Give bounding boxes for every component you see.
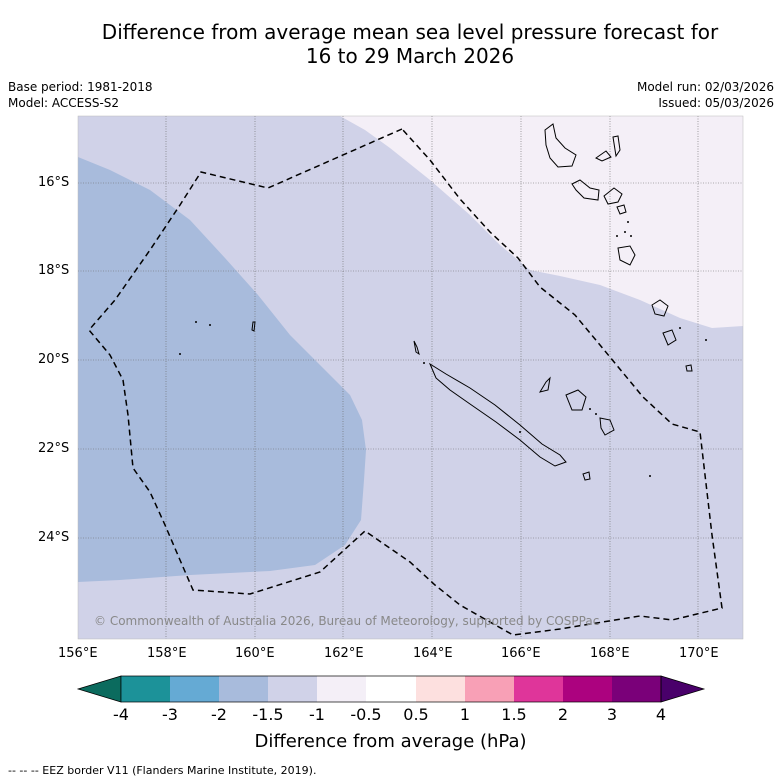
model-run: Model run: 02/03/2026 — [636, 80, 774, 94]
colorbar-segment — [366, 676, 416, 702]
copyright-note: © Commonwealth of Australia 2026, Bureau… — [94, 614, 600, 628]
base-period: Base period: 1981-2018 — [8, 80, 153, 94]
colorbar-label: 0.5 — [403, 705, 429, 724]
anomaly-band-light — [340, 116, 743, 328]
colorbar-label: 1.5 — [501, 705, 527, 724]
colorbar-segment — [317, 676, 366, 702]
issued-date: Issued: 05/03/2026 — [658, 96, 774, 110]
colorbar-label: -0.5 — [350, 705, 382, 724]
lon-tick: 162°E — [324, 646, 364, 661]
eez-border — [88, 128, 723, 636]
lat-tick: 24°S — [38, 530, 70, 545]
title-line-1: Difference from average mean sea level p… — [101, 20, 719, 44]
lon-tick: 166°E — [501, 646, 541, 661]
lat-tick: 20°S — [38, 352, 70, 367]
lon-tick: 164°E — [413, 646, 453, 661]
mare-island — [599, 417, 615, 436]
vanuatu-island-c — [571, 179, 600, 201]
lon-tick: 168°E — [590, 646, 630, 661]
vanuatu-island-f — [617, 245, 636, 266]
lat-tick: 16°S — [38, 175, 70, 190]
anomaly-band-strong — [78, 157, 366, 582]
vanuatu-island-e — [616, 204, 627, 215]
model-name: Model: ACCESS-S2 — [8, 96, 120, 110]
colorbar-segment — [219, 676, 268, 702]
lifou-island — [565, 389, 587, 411]
vanuatu-island-b — [612, 135, 621, 158]
vanuatu-island-g — [651, 299, 669, 317]
colorbar-label: -1 — [309, 705, 325, 724]
lon-tick: 158°E — [147, 646, 187, 661]
colorbar-segment — [563, 676, 612, 702]
colorbar-arrow-left — [76, 675, 122, 703]
lon-tick: 170°E — [679, 646, 719, 661]
belep-island — [413, 340, 420, 356]
vanuatu-island-a — [595, 150, 612, 162]
vanuatu-island-d — [603, 187, 623, 205]
islet-dots — [179, 221, 707, 477]
colorbar-label: -4 — [113, 705, 129, 724]
colorbar-label: 3 — [606, 705, 618, 724]
colorbar-label: 1 — [459, 705, 471, 724]
new-caledonia-island — [428, 362, 567, 467]
colorbar-segment — [465, 676, 514, 702]
colorbar-title: Difference from average (hPa) — [254, 731, 527, 752]
lat-tick: 18°S — [38, 263, 70, 278]
colorbar-label: -1.5 — [252, 705, 284, 724]
coastlines — [251, 123, 693, 481]
colorbar-segment — [514, 676, 563, 702]
colorbar-segment — [268, 676, 317, 702]
colorbar-label: -2 — [211, 705, 227, 724]
small-island-1 — [251, 321, 256, 332]
colorbar-label: 4 — [655, 705, 667, 724]
grid-lines — [78, 116, 743, 639]
title-line-2: 16 to 29 March 2026 — [305, 44, 515, 68]
colorbar-segment — [121, 676, 170, 702]
lat-tick: 22°S — [38, 441, 70, 456]
vanuatu-island-h — [662, 329, 677, 346]
colorbar-segment — [612, 676, 661, 702]
lon-tick: 160°E — [235, 646, 275, 661]
colorbar-segment — [416, 676, 465, 702]
colorbar-label: -3 — [162, 705, 178, 724]
isle-of-pines-island — [582, 471, 591, 481]
small-island-2 — [685, 364, 693, 372]
colorbar — [76, 675, 706, 703]
ouvea-island — [538, 376, 551, 393]
colorbar-arrow-right — [660, 675, 706, 703]
colorbar-label: 2 — [557, 705, 569, 724]
colorbar-segment — [170, 676, 219, 702]
lon-tick: 156°E — [58, 646, 98, 661]
eez-legend: -- -- -- EEZ border V11 (Flanders Marine… — [8, 764, 317, 777]
espiritu-santo-island — [544, 123, 577, 168]
